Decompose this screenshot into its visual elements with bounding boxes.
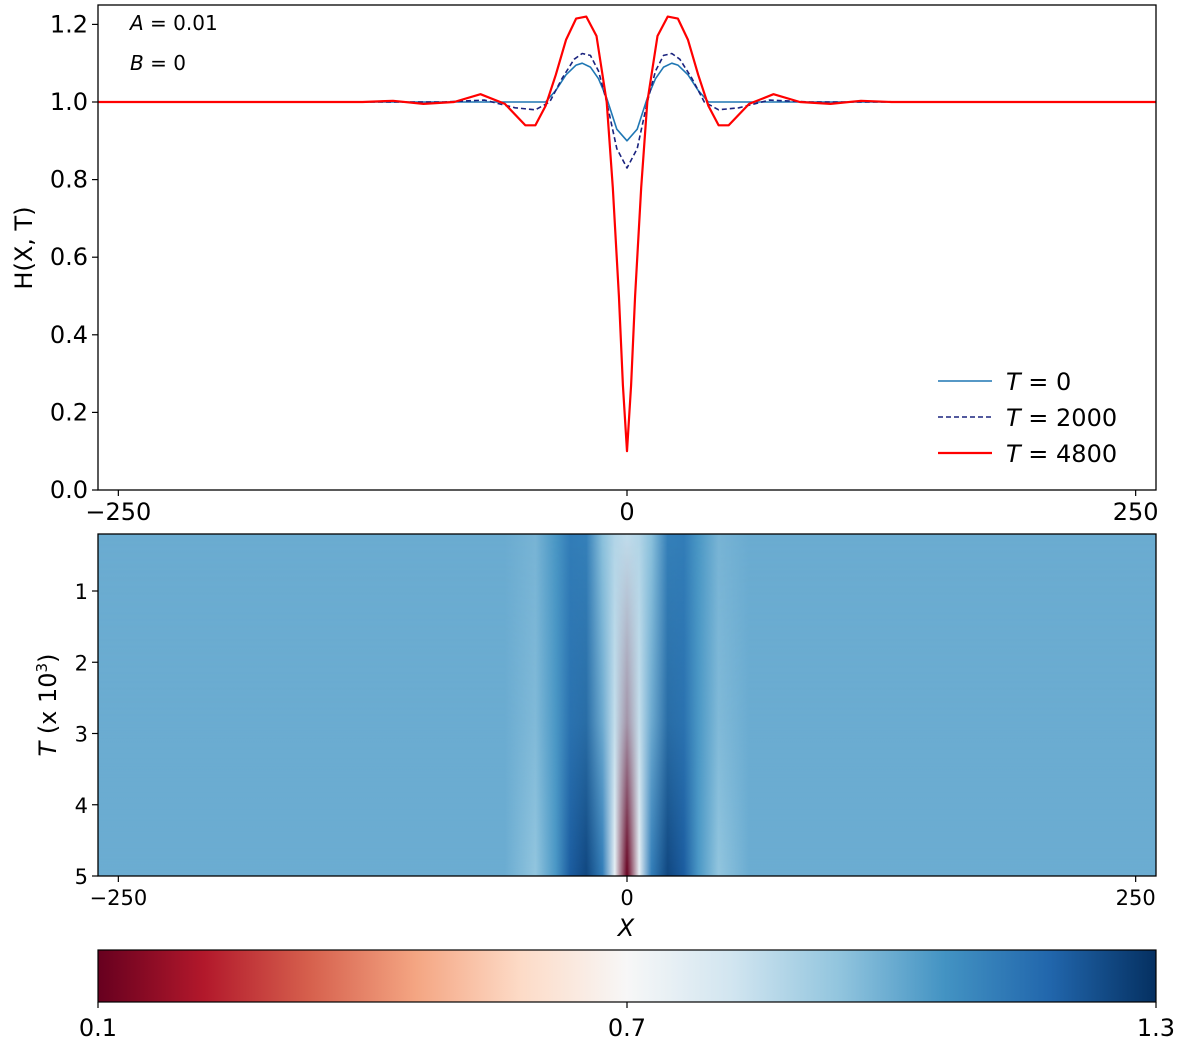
y-tick-label: 0.0: [50, 476, 88, 504]
heatmap: 1 2 3 4 5 −250 0 250 X T (x 103): [33, 533, 1157, 942]
y-tick-label: 1.0: [50, 88, 88, 116]
heatmap-y-tick-label: 2: [75, 651, 88, 675]
line-plot-frame: [97, 4, 1157, 491]
x-tick-label: 250: [1113, 498, 1159, 526]
legend-label-t0: T = 0: [1006, 368, 1071, 396]
series-line-t4800: [98, 15, 1156, 453]
heatmap-y-tick-label: 3: [75, 723, 88, 747]
line-plot: 0.0 0.2 0.4 0.6 0.8 1.0 1.2 −250 0 250 H(X, T) A…: [10, 4, 1159, 526]
colorbar-gradient: [97, 949, 1157, 1003]
heatmap-y-tick-label: 1: [75, 580, 88, 604]
heatmap-field-bottom: [98, 534, 1156, 876]
series-line-t2000: [98, 52, 1156, 169]
y-tick-label: 0.2: [50, 398, 88, 426]
colorbar-tick-label: 0.1: [79, 1014, 117, 1042]
legend-label-t4800: T = 4800: [1006, 440, 1117, 468]
annotation-b: B = 0: [130, 51, 186, 75]
y-tick-label: 0.6: [50, 243, 88, 271]
y-tick-label: 1.2: [50, 10, 88, 38]
heatmap-y-axis-label: T (x 103): [33, 654, 62, 757]
heatmap-x-tick-label: 0: [620, 886, 633, 910]
colorbar: 0.1 0.7 1.3: [79, 949, 1175, 1042]
x-tick-label: 0: [619, 498, 634, 526]
heatmap-x-axis-label: X: [616, 914, 635, 942]
colorbar-tick-label: 0.7: [608, 1014, 646, 1042]
series-line-t0: [98, 62, 1156, 142]
y-tick-label: 0.4: [50, 321, 88, 349]
legend-label-t2000: T = 2000: [1006, 404, 1117, 432]
heatmap-y-tick-label: 4: [75, 794, 88, 818]
y-tick-label: 0.8: [50, 166, 88, 194]
x-tick-label: −250: [85, 498, 151, 526]
colorbar-tick-label: 1.3: [1137, 1014, 1175, 1042]
heatmap-y-tick-label: 5: [75, 865, 88, 889]
y-axis-label: H(X, T): [10, 206, 38, 289]
heatmap-x-tick-label: 250: [1116, 886, 1156, 910]
legend: T = 0 T = 2000 T = 4800: [938, 368, 1117, 468]
heatmap-x-tick-label: −250: [90, 886, 148, 910]
annotation-a: A = 0.01: [128, 11, 218, 35]
